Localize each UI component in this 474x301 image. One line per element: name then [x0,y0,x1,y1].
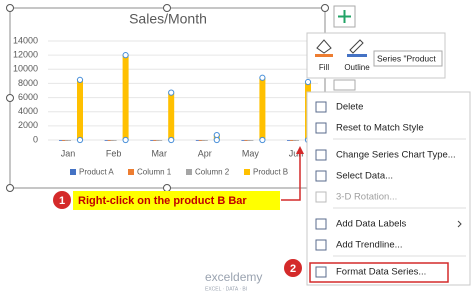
menu-item[interactable]: Delete [336,102,363,113]
selection-handle [259,136,266,144]
step2-badge [284,259,302,277]
resize-handle[interactable] [321,4,329,12]
legend-label: Column 1 [137,168,172,177]
arrow-head [296,146,304,154]
bar[interactable] [122,55,129,141]
selection-handle [168,89,175,96]
menu-item[interactable]: Change Series Chart Type... [336,150,456,161]
x-tick-label: Mar [151,148,167,158]
resize-handle[interactable] [6,4,14,12]
menu-icon [315,191,327,203]
watermark-brand: exceldemy [205,270,262,284]
menu-item: 3-D Rotation... [336,192,397,203]
menu-item[interactable]: Add Data Labels [336,219,406,230]
resize-handle[interactable] [163,184,171,192]
selection-handle [213,136,220,144]
selection-handle [76,76,84,83]
legend-label: Product A [79,168,114,177]
menu-icon [315,101,327,113]
step1-arrow [281,150,301,201]
legend-swatch [186,169,192,175]
menu-icon [315,218,327,230]
y-tick-label: 2000 [18,120,38,130]
context-menu [306,91,471,286]
legend-swatch [70,169,76,175]
legend-swatch [128,169,134,175]
y-tick-label: 10000 [13,64,38,74]
submenu-arrow [457,220,462,228]
series-dropdown-label: Series "Product [377,53,436,63]
menu-icon [315,170,327,182]
menu-icon [315,122,327,134]
outline-label[interactable]: Outline [344,63,370,72]
resize-handle[interactable] [163,4,171,12]
selection-handle [259,74,266,81]
x-tick-label: Jun [289,148,304,158]
outline-color-bar [347,54,367,57]
menu-item[interactable]: Add Trendline... [336,240,403,251]
bar[interactable] [168,92,175,140]
chart-title: Sales/Month [129,11,207,27]
x-tick-label: Jan [61,148,76,158]
bar[interactable] [110,140,117,141]
bar[interactable] [247,140,254,141]
y-tick-label: 8000 [18,78,38,88]
outline-icon [349,39,364,54]
legend-swatch [244,169,250,175]
selection-handle [213,131,220,139]
highlight-box [309,262,449,283]
fill-label[interactable]: Fill [319,63,329,72]
x-tick-label: Apr [198,148,212,158]
y-tick-label: 6000 [18,92,38,102]
menu-item[interactable]: Select Data... [336,171,393,182]
step2-number: 2 [290,263,296,275]
bar[interactable] [65,140,71,141]
fill-color-bar [315,54,333,57]
selection-handle [122,52,129,59]
chart-styles-button[interactable] [333,79,356,91]
plus-icon [338,10,351,23]
y-tick-label: 12000 [13,50,38,60]
selection-handle [122,136,129,144]
resize-handle[interactable] [6,94,14,102]
step1-box [73,191,280,210]
x-tick-label: May [242,148,260,158]
menu-icon [315,266,327,278]
legend-label: Column 2 [195,168,230,177]
watermark-tagline: EXCEL · DATA · BI [205,286,247,292]
bar[interactable] [77,79,83,140]
step1-badge [53,191,71,209]
selection-handle [304,78,312,86]
x-tick-label: Feb [106,148,122,158]
bar[interactable] [259,77,266,140]
bar[interactable] [201,140,208,141]
y-tick-label: 0 [33,134,38,144]
bar[interactable] [293,140,299,141]
menu-item[interactable]: Format Data Series... [336,267,426,278]
fill-icon [316,39,332,54]
bar[interactable] [156,140,163,141]
selection-handle [168,136,175,144]
resize-handle[interactable] [6,184,14,192]
series-dropdown[interactable] [373,50,443,67]
step1-text: Right-click on the product B Bar [78,195,247,207]
y-tick-label: 4000 [18,106,38,116]
selection-handle [76,136,84,144]
y-tick-label: 14000 [13,35,38,45]
menu-item[interactable]: Reset to Match Style [336,123,424,134]
menu-icon [315,239,327,251]
legend-label: Product B [253,168,288,177]
step1-number: 1 [59,195,65,207]
menu-icon [315,149,327,161]
